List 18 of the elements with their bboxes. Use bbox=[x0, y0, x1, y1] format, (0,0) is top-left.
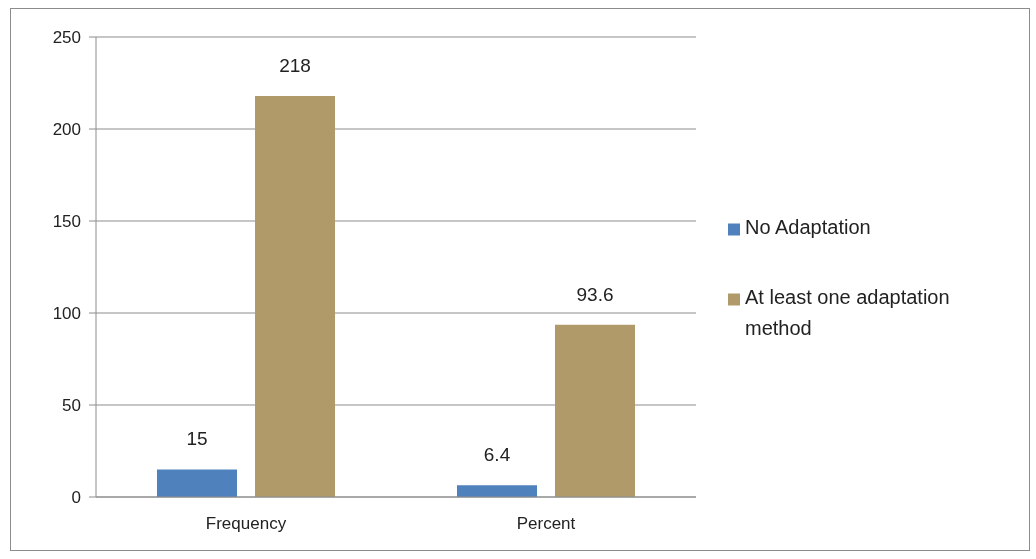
y-tick-label: 150 bbox=[52, 212, 81, 232]
legend-label: At least one adaptation method bbox=[745, 284, 951, 340]
bar bbox=[157, 469, 237, 497]
y-tick-label: 0 bbox=[71, 488, 81, 508]
y-tick-label: 100 bbox=[52, 304, 81, 324]
x-tick-label: Percent bbox=[516, 514, 576, 534]
y-tick-label: 200 bbox=[52, 120, 81, 140]
data-label: 93.6 bbox=[576, 283, 614, 305]
y-tick-label: 250 bbox=[52, 28, 81, 48]
x-tick-label: Frequency bbox=[205, 514, 287, 534]
data-label: 6.4 bbox=[483, 444, 511, 466]
data-label: 218 bbox=[279, 54, 311, 76]
bar bbox=[457, 485, 537, 497]
bar bbox=[255, 95, 335, 497]
y-tick-label: 50 bbox=[62, 396, 81, 416]
legend-label: No Adaptation bbox=[745, 214, 872, 240]
bar bbox=[555, 324, 635, 497]
data-label: 15 bbox=[186, 428, 208, 450]
